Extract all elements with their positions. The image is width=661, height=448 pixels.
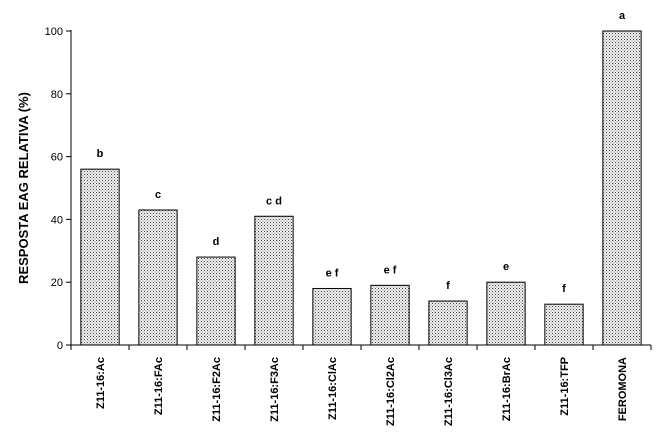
- x-tick-label: Z11-16:FAc: [153, 357, 165, 415]
- x-tick-label: Z11-16:Cl3Ac: [443, 357, 455, 426]
- significance-letter: b: [97, 148, 104, 160]
- significance-letter: f: [562, 283, 566, 295]
- bar: [138, 209, 178, 346]
- bar: [196, 256, 236, 346]
- x-tick-label: Z11-16:ClAc: [327, 357, 339, 420]
- bar: [370, 284, 410, 346]
- x-tick-label: Z11-16:BrAc: [501, 357, 513, 421]
- x-tick-label: Z11-16:Ac: [95, 357, 107, 409]
- bars: [80, 30, 642, 346]
- y-tick-label: 60: [51, 152, 63, 164]
- y-tick-label: 20: [51, 277, 63, 289]
- x-tick-label: FEROMONA: [617, 357, 629, 421]
- significance-letter: f: [446, 280, 450, 292]
- x-tick-label: Z11-16:Cl2Ac: [385, 357, 397, 426]
- bar: [312, 287, 352, 346]
- y-axis-ticks: 0 20 40 60 80 100: [45, 26, 71, 352]
- x-tick-label: Z11-16:F3Ac: [269, 357, 281, 422]
- significance-letter: e f: [384, 264, 397, 276]
- bar: [254, 215, 294, 346]
- bar: [486, 281, 526, 346]
- bar: [602, 30, 642, 346]
- bar: [544, 303, 584, 346]
- x-tick-label: Z11-16:F2Ac: [211, 357, 223, 422]
- bar: [80, 168, 120, 346]
- significance-letter: a: [619, 10, 626, 22]
- y-tick-label: 80: [51, 89, 63, 101]
- significance-letter: e f: [326, 267, 339, 279]
- y-tick-label: 40: [51, 214, 63, 226]
- bar: [428, 300, 468, 346]
- significance-letter: d: [213, 236, 220, 248]
- y-tick-label: 0: [57, 340, 63, 352]
- y-axis-label: RESPOSTA EAG RELATIVA (%): [16, 92, 31, 284]
- significance-letter: c: [155, 189, 161, 201]
- y-tick-label: 100: [45, 26, 63, 38]
- x-axis-ticks: Z11-16:Ac Z11-16:FAc Z11-16:F2Ac Z11-16:F3A…: [70, 345, 652, 426]
- significance-letter: c d: [266, 195, 282, 207]
- significance-letter: e: [503, 261, 509, 273]
- x-tick-label: Z11-16:TFP: [559, 357, 571, 416]
- significance-letters: b c d c d e f e f f e f a: [97, 10, 626, 295]
